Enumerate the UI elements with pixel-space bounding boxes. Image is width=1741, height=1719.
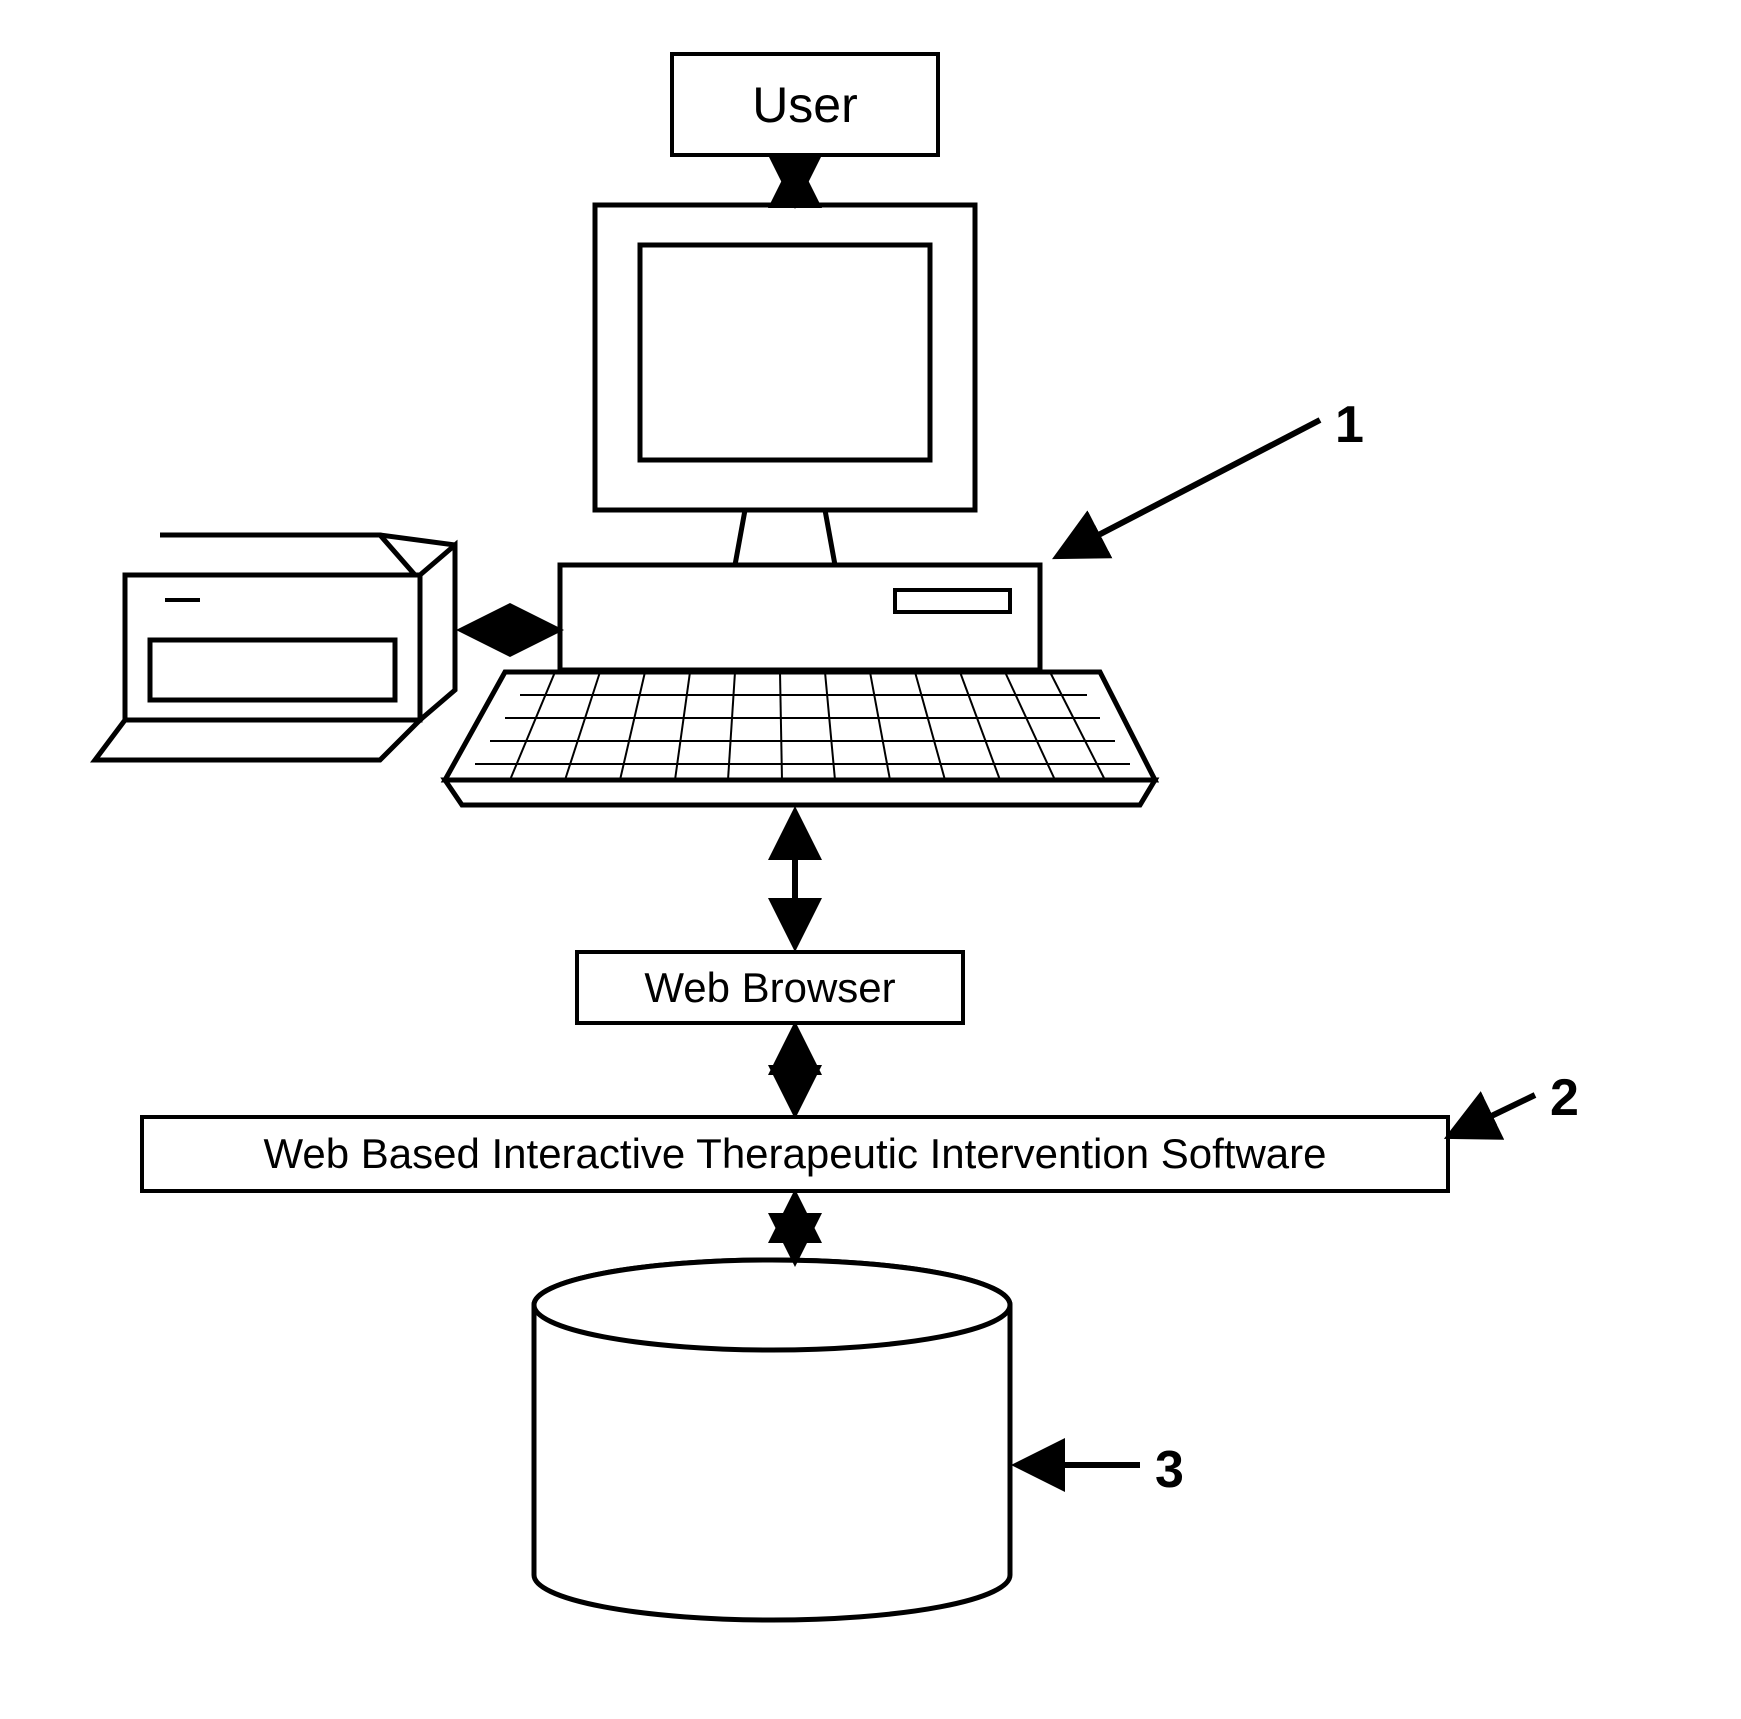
software-label: Web Based Interactive Therapeutic Interv… xyxy=(263,1130,1326,1178)
dataset-label: Data Set xyxy=(680,1435,859,1489)
callout-1: 1 xyxy=(1335,395,1364,455)
user-label: User xyxy=(752,76,858,134)
webbrowser-box: Web Browser xyxy=(575,950,965,1025)
user-box: User xyxy=(670,52,940,157)
callout-2: 2 xyxy=(1550,1068,1579,1128)
callout-3: 3 xyxy=(1155,1440,1184,1500)
software-box: Web Based Interactive Therapeutic Interv… xyxy=(140,1115,1450,1193)
webbrowser-label: Web Browser xyxy=(644,964,895,1012)
computer-icon xyxy=(445,205,1155,805)
diagram-svg xyxy=(0,0,1741,1719)
printer-icon xyxy=(95,535,455,760)
